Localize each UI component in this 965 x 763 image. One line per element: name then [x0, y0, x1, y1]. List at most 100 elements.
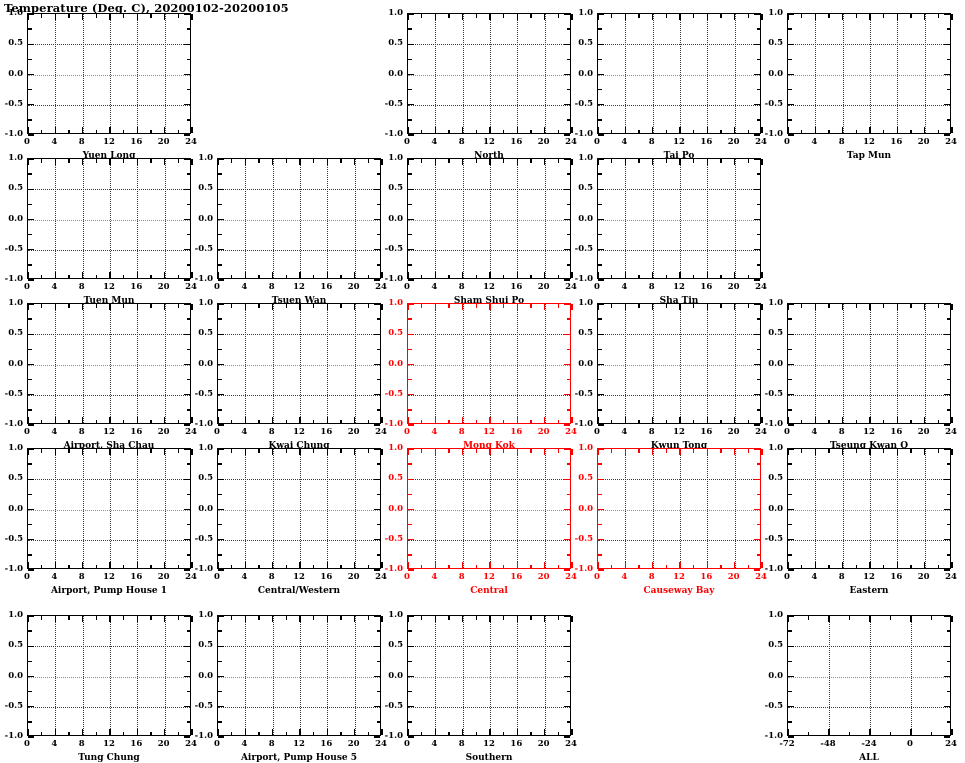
y-tick-mark — [754, 104, 760, 106]
x-tick-mark — [136, 127, 139, 133]
y-tick-mark — [754, 424, 760, 426]
y-tick-mark — [218, 706, 224, 708]
x-tick-mark — [271, 272, 274, 278]
x-tick-mark — [930, 731, 933, 735]
y-tick-mark — [754, 249, 760, 251]
x-tick-mark — [54, 729, 57, 735]
y-tick-mark — [566, 318, 570, 320]
y-tick-mark — [408, 493, 412, 496]
vertical-gridline — [354, 159, 356, 278]
subplot-tsuen-wan: 1.0 0.5 0.0 -0.5 -1.0 0 4 8 12 16 20 24 Tsuen Wan — [190, 150, 387, 306]
y-tick-mark — [598, 424, 604, 426]
y-axis-tick-label: -0.5 — [764, 98, 783, 109]
y-tick-mark — [408, 13, 414, 15]
x-tick-mark — [516, 729, 519, 735]
y-tick-mark — [184, 73, 190, 76]
x-tick-mark — [951, 14, 953, 20]
y-tick-mark — [408, 409, 412, 411]
vertical-gridline — [544, 616, 546, 735]
y-tick-mark — [376, 493, 380, 496]
horizontal-gridline — [598, 44, 760, 46]
y-axis-tick-label: -0.5 — [4, 98, 23, 109]
x-axis-tick-label: 12 — [103, 739, 115, 749]
x-tick-mark — [407, 729, 409, 735]
x-tick-mark — [136, 304, 139, 310]
x-axis-tick-label: 0 — [594, 137, 600, 147]
vertical-gridline — [435, 159, 437, 278]
y-tick-mark — [28, 348, 32, 351]
x-tick-mark — [163, 729, 166, 735]
x-axis-tick-label: 12 — [863, 137, 875, 147]
x-tick-mark — [81, 449, 84, 455]
x-tick-mark — [163, 616, 166, 622]
x-axis-tick-label: 8 — [648, 137, 655, 147]
horizontal-gridline — [28, 334, 190, 336]
x-tick-mark — [800, 564, 803, 568]
x-tick-mark — [665, 304, 668, 308]
x-axis-tick-label: 16 — [130, 427, 143, 437]
x-tick-mark — [434, 127, 437, 133]
y-axis-tick-label: 0.5 — [198, 183, 213, 193]
x-tick-mark — [889, 731, 892, 735]
x-tick-mark — [869, 127, 871, 133]
y-tick-mark — [754, 448, 760, 450]
y-axis-tick-label: 0.5 — [198, 473, 213, 483]
x-tick-mark — [27, 127, 29, 133]
y-tick-mark — [374, 394, 380, 396]
horizontal-gridline — [408, 509, 570, 511]
x-tick-mark — [624, 304, 627, 310]
x-axis-tick-label: 4 — [811, 572, 818, 582]
y-axis-tick-label: 1.0 — [388, 609, 403, 620]
y-tick-mark — [564, 43, 570, 45]
y-tick-mark — [754, 188, 760, 190]
x-tick-mark — [571, 127, 573, 133]
plot-area — [407, 13, 573, 136]
x-tick-mark — [624, 159, 627, 165]
y-tick-mark — [408, 448, 414, 450]
x-axis-tick-label: 16 — [890, 427, 903, 437]
x-tick-mark — [81, 562, 84, 568]
x-tick-mark — [434, 449, 437, 455]
y-axis-tick-label: 0.0 — [388, 213, 403, 224]
y-tick-mark — [564, 134, 570, 136]
vertical-gridline — [897, 14, 899, 133]
x-tick-mark — [787, 14, 789, 20]
y-tick-mark — [184, 508, 190, 511]
horizontal-gridline — [788, 104, 950, 106]
subplot-label: North — [474, 151, 504, 161]
x-tick-mark — [367, 159, 370, 163]
plot-area — [217, 158, 383, 281]
x-tick-mark — [475, 419, 478, 423]
x-tick-mark — [747, 304, 750, 308]
x-tick-mark — [136, 159, 139, 165]
y-tick-mark — [28, 203, 32, 206]
x-tick-mark — [54, 417, 57, 423]
horizontal-gridline — [598, 364, 760, 366]
x-tick-mark — [489, 159, 491, 165]
y-tick-mark — [186, 493, 190, 496]
x-axis-tick-label: 24 — [565, 739, 577, 749]
y-tick-mark — [788, 363, 794, 366]
x-axis-tick-label: 24 — [565, 572, 577, 582]
x-tick-mark — [923, 417, 926, 423]
y-axis-tick-label: 0.5 — [8, 38, 23, 48]
vertical-gridline — [517, 159, 519, 278]
x-tick-mark — [896, 562, 899, 568]
x-tick-mark — [27, 159, 29, 165]
x-axis-tick-label: 0 — [214, 572, 220, 582]
x-tick-mark — [448, 616, 450, 620]
subplot-tap-mun: 1.0 0.5 0.0 -0.5 -1.0 0 4 8 12 16 20 24 Tap Mun — [760, 5, 957, 161]
x-tick-mark — [54, 304, 57, 310]
x-tick-mark — [271, 562, 274, 568]
x-tick-mark — [326, 449, 329, 455]
x-tick-mark — [651, 127, 654, 133]
y-tick-mark — [566, 630, 570, 632]
y-tick-mark — [946, 463, 950, 465]
y-tick-mark — [944, 645, 950, 647]
y-tick-mark — [788, 333, 794, 335]
x-axis-tick-label: 8 — [838, 427, 845, 437]
x-tick-mark — [651, 14, 654, 20]
x-axis-tick-label: 4 — [241, 427, 248, 437]
x-tick-mark — [434, 616, 437, 622]
x-tick-mark — [800, 14, 803, 18]
